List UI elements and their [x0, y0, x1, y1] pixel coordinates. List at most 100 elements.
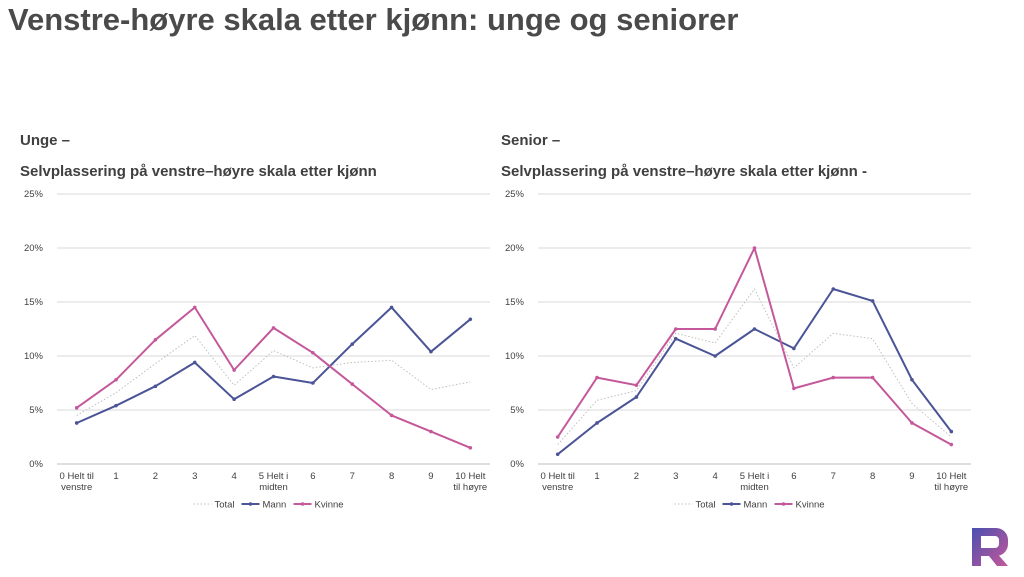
data-point-mann	[232, 397, 236, 402]
data-point-mann	[831, 287, 836, 291]
data-point-mann	[870, 299, 875, 303]
data-point-kvinne	[232, 368, 236, 372]
data-point-mann	[74, 421, 79, 425]
legend-label: Total	[696, 500, 716, 511]
data-point-kvinne	[634, 383, 639, 387]
data-point-kvinne	[389, 413, 394, 418]
line-chart-senior: 0% 5% 10% 15% 20% 25% 0 Helt til venstre 1 2 3 4 5 H…	[505, 189, 971, 511]
data-point-kvinne	[429, 429, 433, 434]
x-tick-label: 0 Helt til venstre	[60, 471, 94, 493]
data-point-kvinne	[114, 377, 118, 382]
data-point-mann	[192, 360, 197, 365]
x-tick-label: 6	[791, 471, 796, 482]
data-point-kvinne	[673, 327, 678, 331]
data-point-mann	[595, 421, 599, 425]
legend-marker	[300, 502, 305, 506]
x-tick-label: 1	[594, 471, 599, 482]
y-tick-label: 0%	[510, 459, 524, 470]
data-point-mann	[792, 346, 796, 351]
data-point-kvinne	[555, 435, 560, 439]
legend-label: Mann	[263, 500, 287, 511]
line-chart-unge: 0% 5% 10% 15% 20% 25% 0 Helt til venstre 1 2 3 4 5 H…	[24, 189, 490, 511]
x-tick-label: 8	[870, 471, 875, 482]
x-tick-label: 4	[712, 471, 717, 482]
chart-subtitle: Selvplassering på venstre–høyre skala et…	[20, 163, 377, 180]
y-tick-label: 20%	[24, 243, 44, 254]
legend-label: Kvinne	[315, 500, 344, 511]
data-point-kvinne	[713, 327, 717, 331]
data-point-mann	[389, 305, 394, 310]
y-tick-label: 15%	[24, 297, 44, 308]
data-point-mann	[949, 429, 954, 434]
x-tick-label: 10 Helt til høyre	[934, 471, 968, 493]
x-tick-label: 4	[231, 471, 236, 482]
y-tick-label: 25%	[24, 189, 44, 200]
data-point-kvinne	[271, 326, 276, 330]
x-tick-label: 3	[192, 471, 197, 482]
data-point-mann	[468, 317, 473, 322]
data-point-kvinne	[949, 442, 954, 447]
y-tick-label: 20%	[505, 243, 525, 254]
chart-panel-unge: Unge – Selvplassering på venstre–høyre s…	[20, 128, 500, 523]
chart-subtitle: Selvplassering på venstre–høyre skala et…	[501, 163, 867, 180]
data-point-kvinne	[153, 338, 158, 342]
series-line-mann	[76, 306, 471, 424]
data-point-mann	[350, 342, 355, 346]
data-point-kvinne	[74, 406, 79, 410]
x-tick-label: 3	[673, 471, 678, 482]
y-tick-label: 15%	[505, 297, 525, 308]
legend-marker	[248, 502, 253, 506]
data-point-mann	[311, 381, 315, 385]
x-tick-label: 0 Helt til venstre	[541, 471, 575, 493]
y-tick-label: 10%	[24, 351, 44, 362]
data-point-mann	[429, 349, 433, 354]
legend-label: Total	[215, 500, 235, 511]
series-line-total	[557, 288, 952, 445]
x-tick-label: 10 Helt til høyre	[453, 471, 487, 493]
x-tick-label: 6	[310, 471, 315, 482]
data-point-mann	[752, 327, 757, 331]
data-point-mann	[713, 354, 717, 358]
data-point-mann	[910, 377, 914, 382]
data-point-kvinne	[311, 350, 315, 355]
y-tick-label: 5%	[510, 405, 524, 416]
series-line-total	[76, 335, 471, 416]
data-point-kvinne	[468, 446, 473, 450]
x-tick-label: 7	[350, 471, 355, 482]
data-point-kvinne	[752, 246, 757, 250]
y-tick-label: 5%	[29, 405, 43, 416]
x-tick-label: 2	[634, 471, 639, 482]
chart-title: Unge –	[20, 132, 71, 149]
data-point-mann	[153, 384, 158, 389]
slide-title: Venstre-høyre skala etter kjønn: unge og…	[8, 2, 739, 37]
data-point-mann	[555, 452, 560, 457]
series-line-kvinne	[556, 247, 952, 446]
x-tick-label: 2	[153, 471, 158, 482]
data-point-kvinne	[870, 375, 875, 380]
legend-marker	[729, 502, 734, 506]
data-point-kvinne	[350, 382, 355, 386]
x-tick-label: 1	[113, 471, 118, 482]
data-point-mann	[634, 395, 639, 399]
r-logo-icon	[972, 528, 1008, 566]
legend-label: Kvinne	[796, 500, 825, 511]
x-tick-label: 8	[389, 471, 394, 482]
data-point-kvinne	[910, 421, 914, 425]
data-point-mann	[114, 403, 118, 408]
data-point-mann	[673, 336, 678, 341]
y-tick-label: 25%	[505, 189, 525, 200]
data-point-kvinne	[192, 305, 197, 310]
x-tick-label: 9	[428, 471, 433, 482]
y-tick-label: 0%	[29, 459, 43, 470]
chart-title: Senior –	[501, 132, 561, 149]
chart-panel-senior: Senior – Selvplassering på venstre–høyre…	[501, 128, 981, 523]
legend-marker	[781, 502, 786, 506]
x-tick-label: 5 Helt i midten	[740, 471, 770, 493]
data-point-kvinne	[831, 375, 836, 380]
x-tick-label: 7	[831, 471, 836, 482]
series-line-mann	[557, 288, 953, 456]
x-tick-label: 5 Helt i midten	[259, 471, 289, 493]
x-tick-label: 9	[909, 471, 914, 482]
data-point-mann	[271, 374, 276, 379]
data-point-kvinne	[595, 375, 599, 380]
